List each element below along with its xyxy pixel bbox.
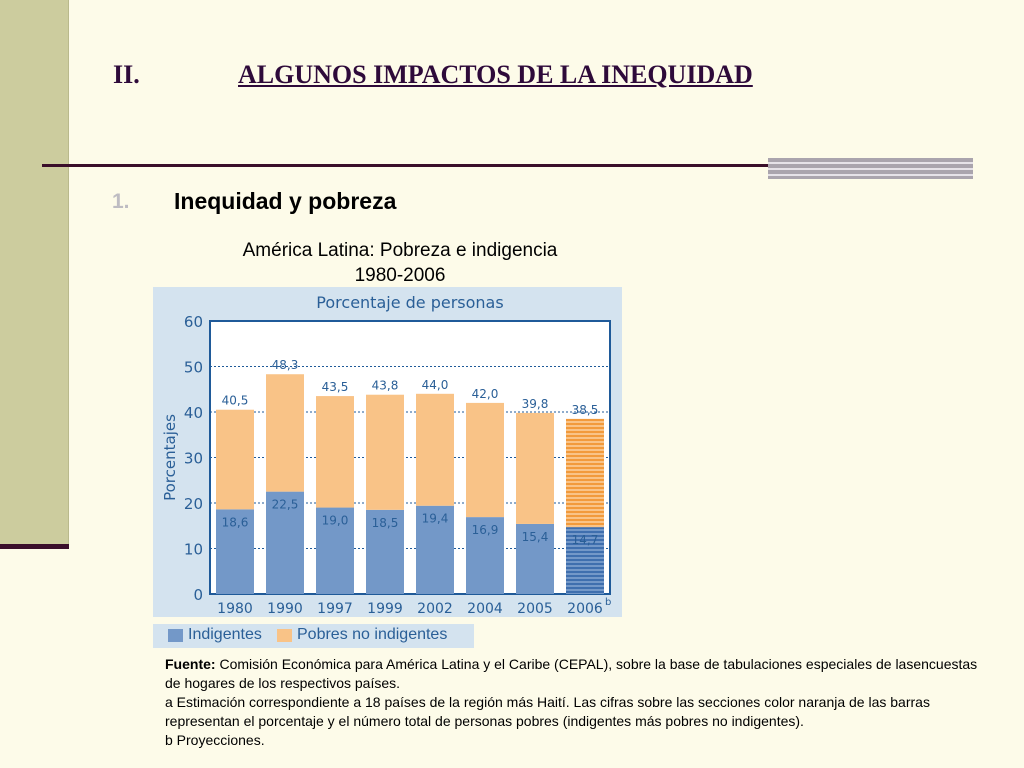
data-label-total: 38,5 bbox=[572, 403, 599, 417]
heading-rule bbox=[42, 164, 769, 167]
subheading-title: Inequidad y pobreza bbox=[174, 188, 397, 214]
bar-segment bbox=[566, 418, 604, 528]
y-tick-label: 0 bbox=[193, 586, 203, 604]
x-tick-label: 1999 bbox=[367, 601, 403, 617]
data-label-indigentes: 19,4 bbox=[422, 512, 449, 526]
bar-segment bbox=[316, 396, 354, 508]
x-tick-label: 2005 bbox=[517, 601, 553, 617]
x-tick-superscript: b bbox=[605, 597, 611, 608]
bar-segment bbox=[466, 402, 504, 518]
y-tick-label: 40 bbox=[184, 404, 203, 422]
data-label-indigentes: 19,0 bbox=[322, 514, 349, 528]
data-label-total: 40,5 bbox=[222, 394, 249, 408]
x-tick-label: 2002 bbox=[417, 601, 453, 617]
data-label-indigentes: 15,4 bbox=[522, 530, 549, 544]
bar-segment bbox=[416, 505, 454, 594]
left-decorative-band bbox=[0, 0, 69, 545]
x-tick-label: 2004 bbox=[467, 601, 503, 617]
data-label-indigentes: 18,5 bbox=[372, 516, 399, 530]
note-a: a Estimación correspondiente a 18 países… bbox=[165, 694, 930, 729]
bar-segment bbox=[466, 517, 504, 594]
heading-number: II. bbox=[113, 60, 140, 89]
subheading-number: 1. bbox=[112, 190, 130, 213]
bar-chart-svg: Porcentaje de personas 0 10 20 30 40 50 60 Porce… bbox=[161, 293, 611, 617]
bar-segment bbox=[266, 491, 304, 594]
data-label-total: 48,3 bbox=[272, 358, 299, 372]
note-b: b Proyecciones. bbox=[165, 732, 265, 748]
y-axis-label: Porcentajes bbox=[161, 414, 179, 501]
data-label-indigentes: 22,5 bbox=[272, 498, 299, 512]
data-label-total: 44,0 bbox=[422, 378, 449, 392]
x-tick-label: 1980 bbox=[217, 601, 253, 617]
y-tick-label: 50 bbox=[184, 359, 203, 377]
legend-swatch-indigentes bbox=[168, 629, 183, 642]
bar-segment bbox=[216, 509, 254, 594]
legend-label-indigentes: Indigentes bbox=[188, 626, 262, 643]
bar-segment bbox=[366, 394, 404, 510]
data-label-indigentes: 18,6 bbox=[222, 515, 249, 529]
bar-segment bbox=[566, 527, 604, 594]
x-tick-label: 2006 bbox=[567, 601, 603, 617]
data-label-total: 43,5 bbox=[322, 380, 349, 394]
bar-segment bbox=[516, 523, 554, 594]
bar-segment bbox=[416, 393, 454, 506]
data-label-indigentes: 14,7 bbox=[572, 533, 599, 547]
bar-segment bbox=[516, 412, 554, 524]
left-decorative-bar bbox=[0, 544, 69, 549]
bar-chart: Porcentaje de personas 0 10 20 30 40 50 60 Porce… bbox=[153, 287, 622, 617]
bar-segment bbox=[316, 507, 354, 594]
y-tick-label: 30 bbox=[184, 450, 203, 468]
y-tick-label: 60 bbox=[184, 313, 203, 331]
source-label: Fuente: bbox=[165, 656, 216, 672]
bar-segment bbox=[266, 374, 304, 492]
data-label-total: 39,8 bbox=[522, 397, 549, 411]
heading-title: ALGUNOS IMPACTOS DE LA INEQUIDAD bbox=[238, 60, 753, 89]
x-tick-label: 1997 bbox=[317, 601, 353, 617]
x-tick-label: 1990 bbox=[267, 601, 303, 617]
bar-segment bbox=[216, 409, 254, 510]
heading-rule-accent bbox=[768, 158, 973, 179]
slide-heading: II. ALGUNOS IMPACTOS DE LA INEQUIDAD bbox=[113, 60, 984, 94]
chart-caption: América Latina: Pobreza e indigencia 198… bbox=[200, 238, 600, 288]
bar-segment bbox=[366, 509, 404, 594]
y-tick-label: 20 bbox=[184, 495, 203, 513]
legend-swatch-pobres-no-indigentes bbox=[277, 629, 292, 642]
legend-label-pobres-no-indigentes: Pobres no indigentes bbox=[297, 626, 448, 643]
source-text: Comisión Económica para América Latina y… bbox=[165, 656, 978, 691]
chart-caption-line2: 1980-2006 bbox=[354, 265, 446, 286]
data-label-indigentes: 16,9 bbox=[472, 523, 499, 537]
chart-title: Porcentaje de personas bbox=[316, 293, 503, 312]
data-label-total: 43,8 bbox=[372, 379, 399, 393]
source-paragraph: Fuente: Comisión Económica para América … bbox=[165, 655, 985, 693]
y-tick-label: 10 bbox=[184, 541, 203, 559]
data-label-total: 42,0 bbox=[472, 387, 499, 401]
source-notes: Fuente: Comisión Económica para América … bbox=[165, 655, 985, 750]
chart-legend: Indigentes Pobres no indigentes bbox=[153, 624, 474, 648]
chart-caption-line1: América Latina: Pobreza e indigencia bbox=[242, 240, 558, 261]
